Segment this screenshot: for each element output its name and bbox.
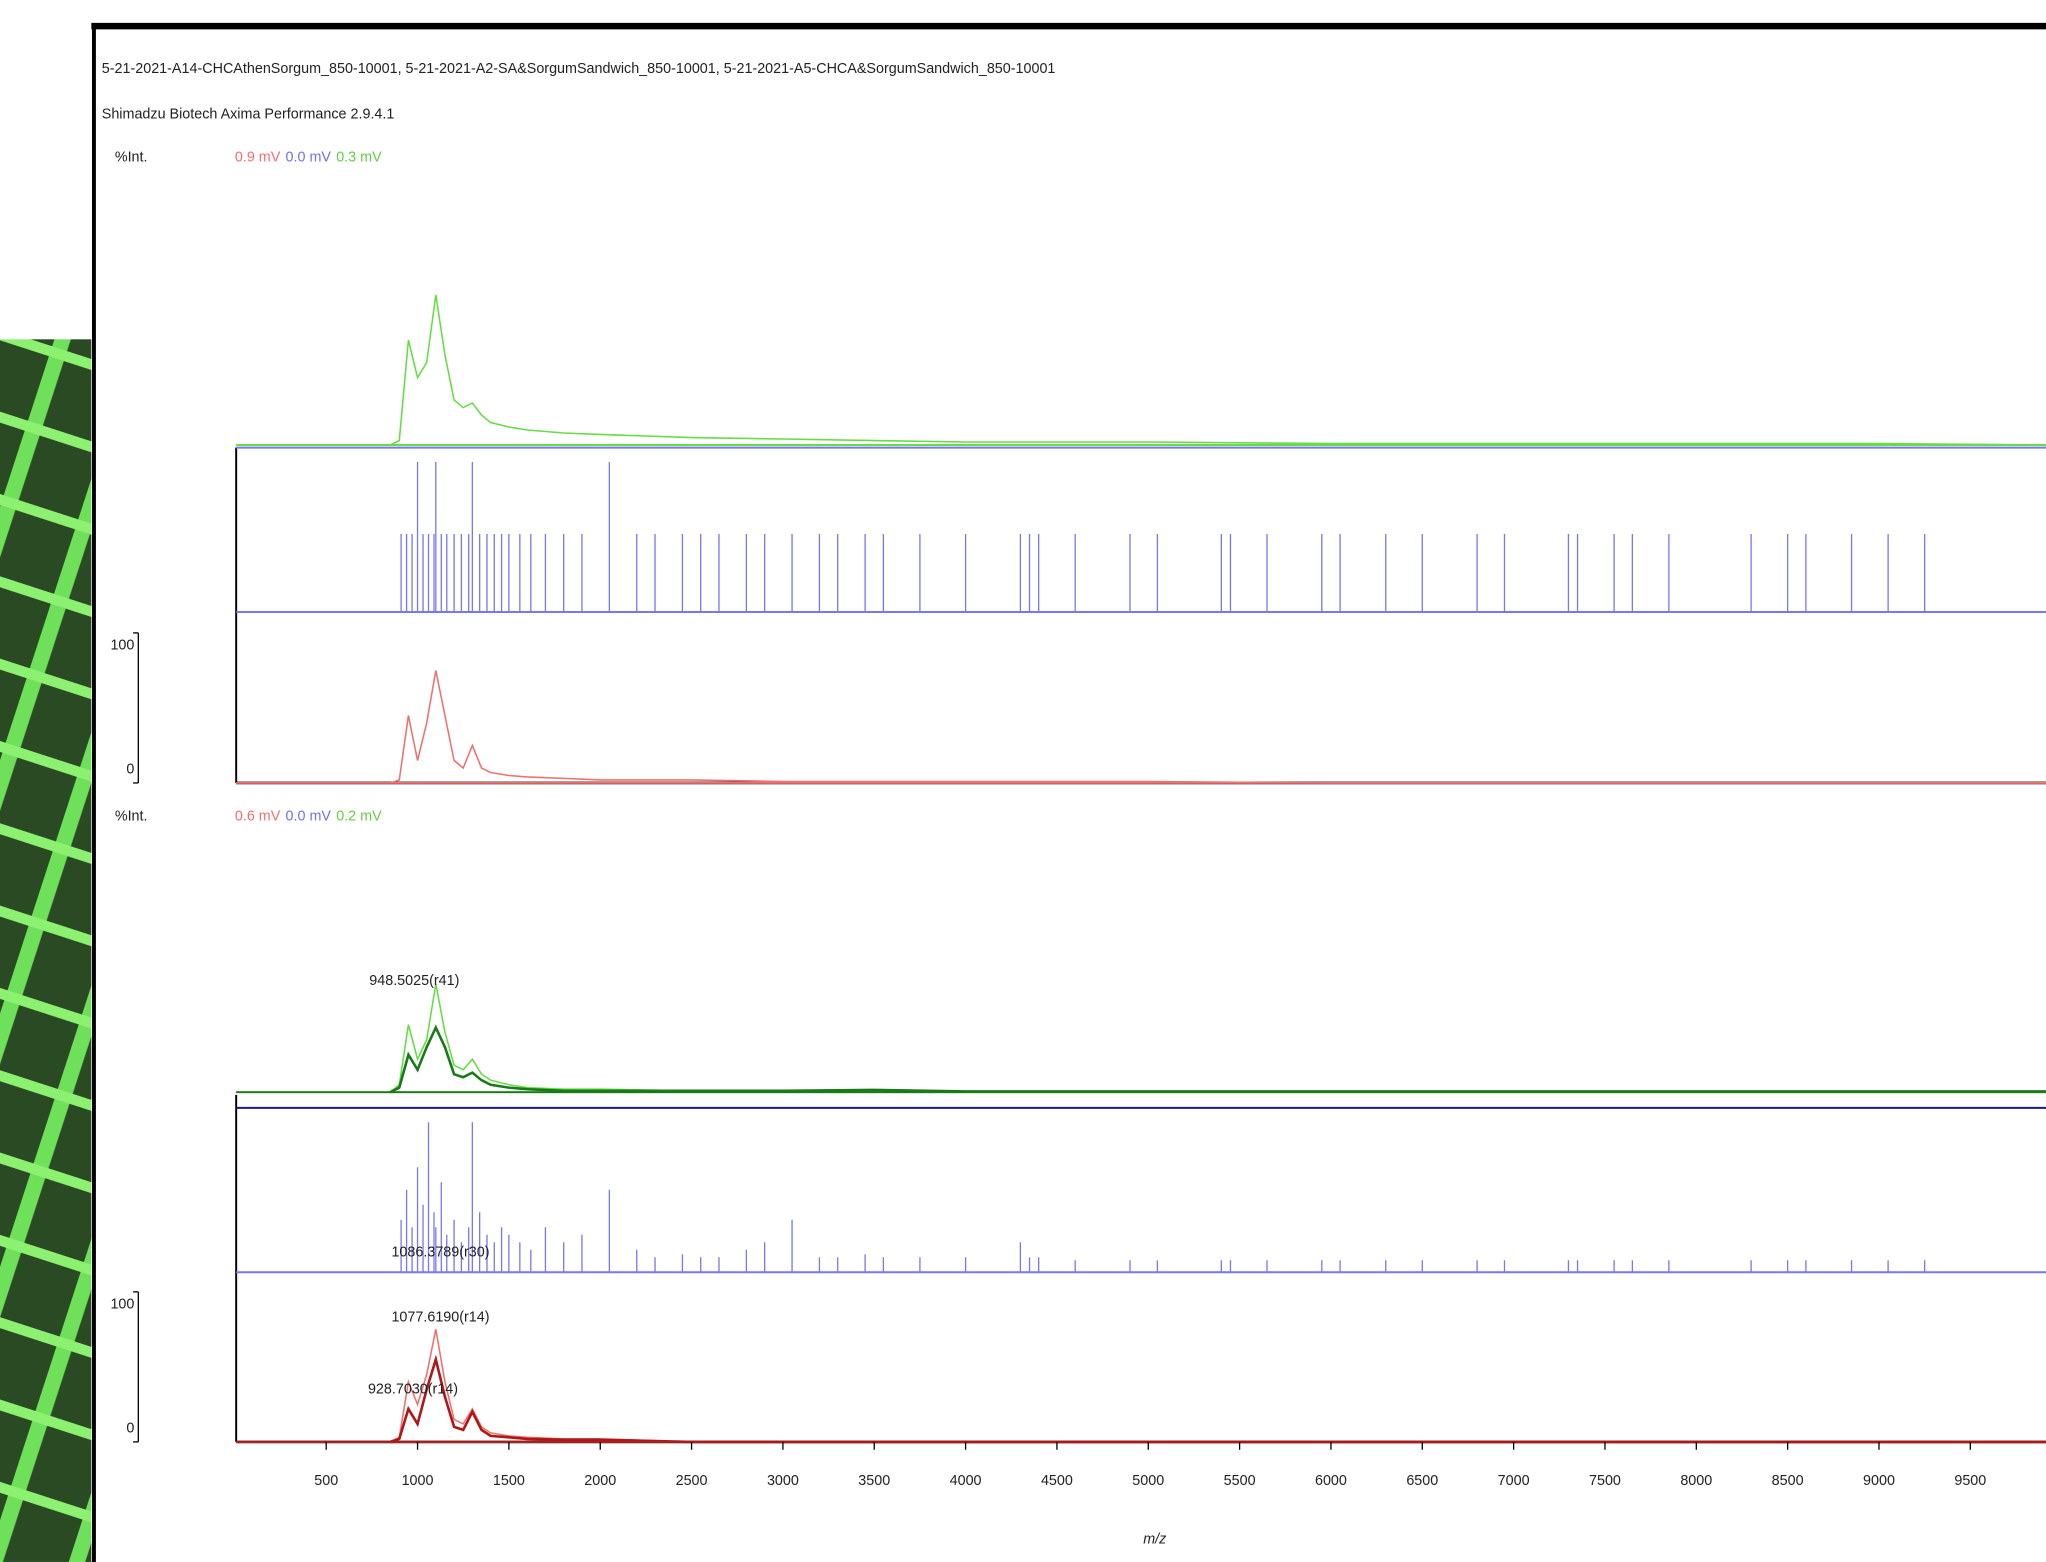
x-tick-label: 1500 bbox=[493, 1473, 525, 1489]
y-axis-label: %Int. bbox=[115, 809, 148, 825]
page: 5-21-2021-A14-CHCAthenSorgum_850-10001, … bbox=[0, 0, 2046, 1562]
channel-label: 0.6 mV bbox=[235, 809, 281, 825]
software-name: Shimadzu Biotech Axima Performance 2.9.4… bbox=[102, 107, 395, 123]
channel-label: 0.3 mV bbox=[336, 150, 382, 166]
x-tick-label: 8000 bbox=[1680, 1473, 1712, 1489]
x-tick-label: 5500 bbox=[1224, 1473, 1256, 1489]
x-tick-label: 3000 bbox=[767, 1473, 799, 1489]
y-axis-label: %Int. bbox=[115, 150, 148, 166]
y-tick-label: 100 bbox=[110, 638, 134, 654]
y-tick-label: 100 bbox=[110, 1297, 134, 1313]
x-tick-label: 8500 bbox=[1772, 1473, 1804, 1489]
spectrum-window: 5-21-2021-A14-CHCAthenSorgum_850-10001, … bbox=[0, 0, 2046, 1562]
x-axis-label: m/z bbox=[1143, 1532, 1166, 1548]
x-tick-label: 6500 bbox=[1406, 1473, 1438, 1489]
x-tick-label: 500 bbox=[314, 1473, 338, 1489]
y-tick-label: 0 bbox=[126, 762, 134, 778]
x-tick-label: 9000 bbox=[1863, 1473, 1895, 1489]
peak-annotation: 928.7030(r14) bbox=[368, 1382, 458, 1398]
x-tick-label: 7500 bbox=[1589, 1473, 1621, 1489]
channel-label: 0.9 mV bbox=[235, 150, 281, 166]
x-tick-label: 4500 bbox=[1041, 1473, 1073, 1489]
channel-label: 0.0 mV bbox=[286, 809, 332, 825]
peak-annotation: 1086.3789(r30) bbox=[391, 1244, 489, 1260]
peak-annotation: 948.5025(r41) bbox=[369, 973, 459, 989]
x-tick-label: 4000 bbox=[950, 1473, 982, 1489]
x-tick-label: 3500 bbox=[858, 1473, 890, 1489]
file-title: 5-21-2021-A14-CHCAthenSorgum_850-10001, … bbox=[102, 61, 1056, 77]
peak-annotation: 1077.6190(r14) bbox=[391, 1310, 489, 1326]
channel-label: 0.0 mV bbox=[286, 150, 332, 166]
x-tick-label: 9500 bbox=[1954, 1473, 1986, 1489]
x-tick-label: 5000 bbox=[1132, 1473, 1164, 1489]
x-tick-label: 2000 bbox=[584, 1473, 616, 1489]
x-tick-label: 7000 bbox=[1498, 1473, 1530, 1489]
x-tick-label: 6000 bbox=[1315, 1473, 1347, 1489]
channel-label: 0.2 mV bbox=[336, 809, 382, 825]
background-photo bbox=[0, 339, 91, 1562]
y-tick-label: 0 bbox=[126, 1421, 134, 1437]
x-tick-label: 1000 bbox=[402, 1473, 434, 1489]
x-tick-label: 2500 bbox=[676, 1473, 708, 1489]
